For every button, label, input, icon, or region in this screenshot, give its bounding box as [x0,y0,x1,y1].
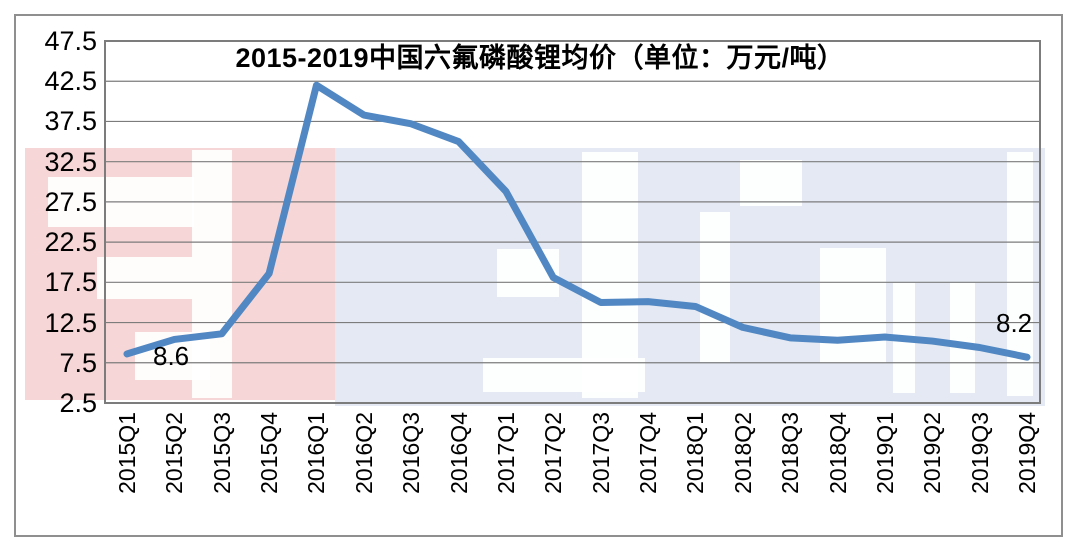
y-axis-tick-label: 42.5 [44,66,97,97]
x-axis-tick-label: 2017Q2 [540,412,567,494]
x-axis-tick-label: 2015Q4 [256,412,283,494]
watermark-stroke [740,160,802,206]
x-axis-tick-label: 2018Q1 [682,412,709,494]
x-axis-tick-label: 2016Q4 [445,412,472,494]
y-axis-tick-label: 2.5 [59,388,97,418]
chart-title: 2015-2019中国六氟磷酸锂均价（单位：万元/吨） [235,43,845,73]
x-axis-tick-label: 2015Q1 [114,412,140,494]
x-axis-tick-label: 2019Q3 [966,412,993,494]
watermark-stroke [582,152,638,398]
data-point-label: 8.2 [996,308,1033,339]
x-axis-tick-label: 2019Q2 [919,412,946,494]
y-axis-tick-label: 17.5 [44,267,97,298]
y-axis-tick-label: 32.5 [44,146,97,177]
y-axis-tick-label: 12.5 [44,307,97,338]
y-axis-tick-label: 22.5 [44,227,97,258]
x-axis-tick-label: 2018Q4 [824,412,851,494]
data-point-label: 8.6 [153,340,190,371]
watermark-stroke [700,212,730,362]
y-axis-tick-label: 47.5 [44,26,97,56]
x-axis-tick-label: 2018Q3 [777,412,804,494]
watermark-stroke [820,248,886,363]
x-axis-tick-label: 2017Q1 [492,412,519,494]
x-axis-tick-label: 2016Q2 [350,412,377,494]
x-axis-tick-label: 2015Q2 [161,412,188,494]
x-axis-tick-label: 2019Q1 [871,412,898,494]
watermark-stroke [483,358,645,392]
x-axis-tick-label: 2017Q3 [587,412,614,494]
y-axis-tick-label: 37.5 [44,106,97,137]
y-axis-tick-label: 7.5 [59,347,97,378]
x-axis-tick-label: 2019Q4 [1014,412,1040,494]
watermark-stroke [97,257,192,299]
x-axis-tick-label: 2015Q3 [208,412,235,494]
y-axis-tick-label: 27.5 [44,186,97,217]
x-axis-tick-label: 2016Q3 [398,412,425,494]
x-axis-tick-label: 2017Q4 [635,412,662,494]
x-axis-tick-label: 2018Q2 [729,412,756,494]
watermark-stroke [950,283,975,393]
chart-outer-border [14,14,1063,537]
x-axis-tick-label: 2016Q1 [303,412,330,494]
